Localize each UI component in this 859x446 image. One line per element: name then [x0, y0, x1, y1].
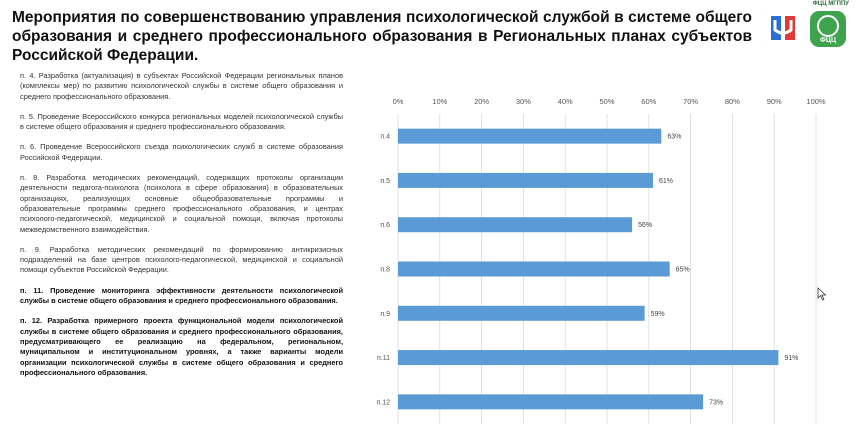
- bar-chart: 0% 10% 20% 30% 40% 50% 60% 70% 80% 90% 100% п.4 63% п…: [358, 92, 828, 437]
- chart-svg: 0% 10% 20% 30% 40% 50% 60% 70% 80% 90% 100% п.4 63% п…: [376, 97, 826, 424]
- bar: [398, 350, 779, 366]
- category-label: п.11: [377, 355, 390, 362]
- tick-label: 70%: [683, 97, 698, 106]
- logo-caption: ФЦЦ МГППУ: [812, 1, 849, 7]
- category-label: п.5: [380, 178, 390, 185]
- slide-title: Мероприятия по совершенствованию управле…: [12, 9, 752, 64]
- category-label: п.8: [380, 267, 390, 274]
- measures-list: п. 4. Разработка (актуализация) в субъек…: [20, 71, 343, 388]
- tick-label: 20%: [474, 97, 489, 106]
- data-label: 73%: [709, 399, 723, 406]
- list-item: п. 12. Разработка примерного проекта фун…: [20, 316, 343, 377]
- list-item: п. 9. Разработка методических рекомендац…: [20, 244, 343, 275]
- psi-logo-icon: [765, 10, 801, 46]
- tick-label: 80%: [725, 97, 740, 106]
- category-label: п.4: [380, 134, 390, 141]
- data-label: 61%: [659, 178, 673, 185]
- bar: [398, 172, 653, 188]
- data-label: 63%: [667, 134, 681, 141]
- mouse-cursor-icon: [817, 287, 827, 301]
- data-label: 65%: [676, 267, 690, 274]
- tick-label: 50%: [599, 97, 614, 106]
- bar: [398, 394, 704, 410]
- bar: [398, 305, 645, 321]
- list-item: п. 6. Проведение Всероссийского съезда п…: [20, 142, 343, 162]
- data-label: 56%: [638, 222, 652, 229]
- tick-label: 60%: [641, 97, 656, 106]
- tick-label: 100%: [806, 97, 826, 106]
- tick-label: 40%: [558, 97, 573, 106]
- data-label: 59%: [651, 311, 665, 318]
- fcc-logo-icon: ФЦЦ: [810, 11, 846, 47]
- list-item: п. 8. Разработка методических рекомендац…: [20, 173, 343, 234]
- tick-label: 30%: [516, 97, 531, 106]
- bar: [398, 217, 633, 233]
- data-label: 91%: [784, 355, 798, 362]
- category-label: п.9: [380, 311, 390, 318]
- list-item: п. 5. Проведение Всероссийского конкурса…: [20, 111, 343, 132]
- logos: ФЦЦ МГППУ ФЦЦ: [759, 0, 855, 52]
- bar: [398, 261, 670, 277]
- list-item: п. 4. Разработка (актуализация) в субъек…: [20, 71, 343, 101]
- bar: [398, 128, 662, 144]
- list-item: п. 11. Проведение мониторинга эффективно…: [20, 285, 343, 306]
- category-label: п.6: [380, 222, 390, 229]
- fcc-logo-text: ФЦЦ: [820, 37, 837, 44]
- tick-label: 90%: [767, 97, 782, 106]
- tick-label: 0%: [393, 97, 404, 106]
- category-label: п.12: [376, 399, 390, 406]
- tick-label: 10%: [432, 97, 447, 106]
